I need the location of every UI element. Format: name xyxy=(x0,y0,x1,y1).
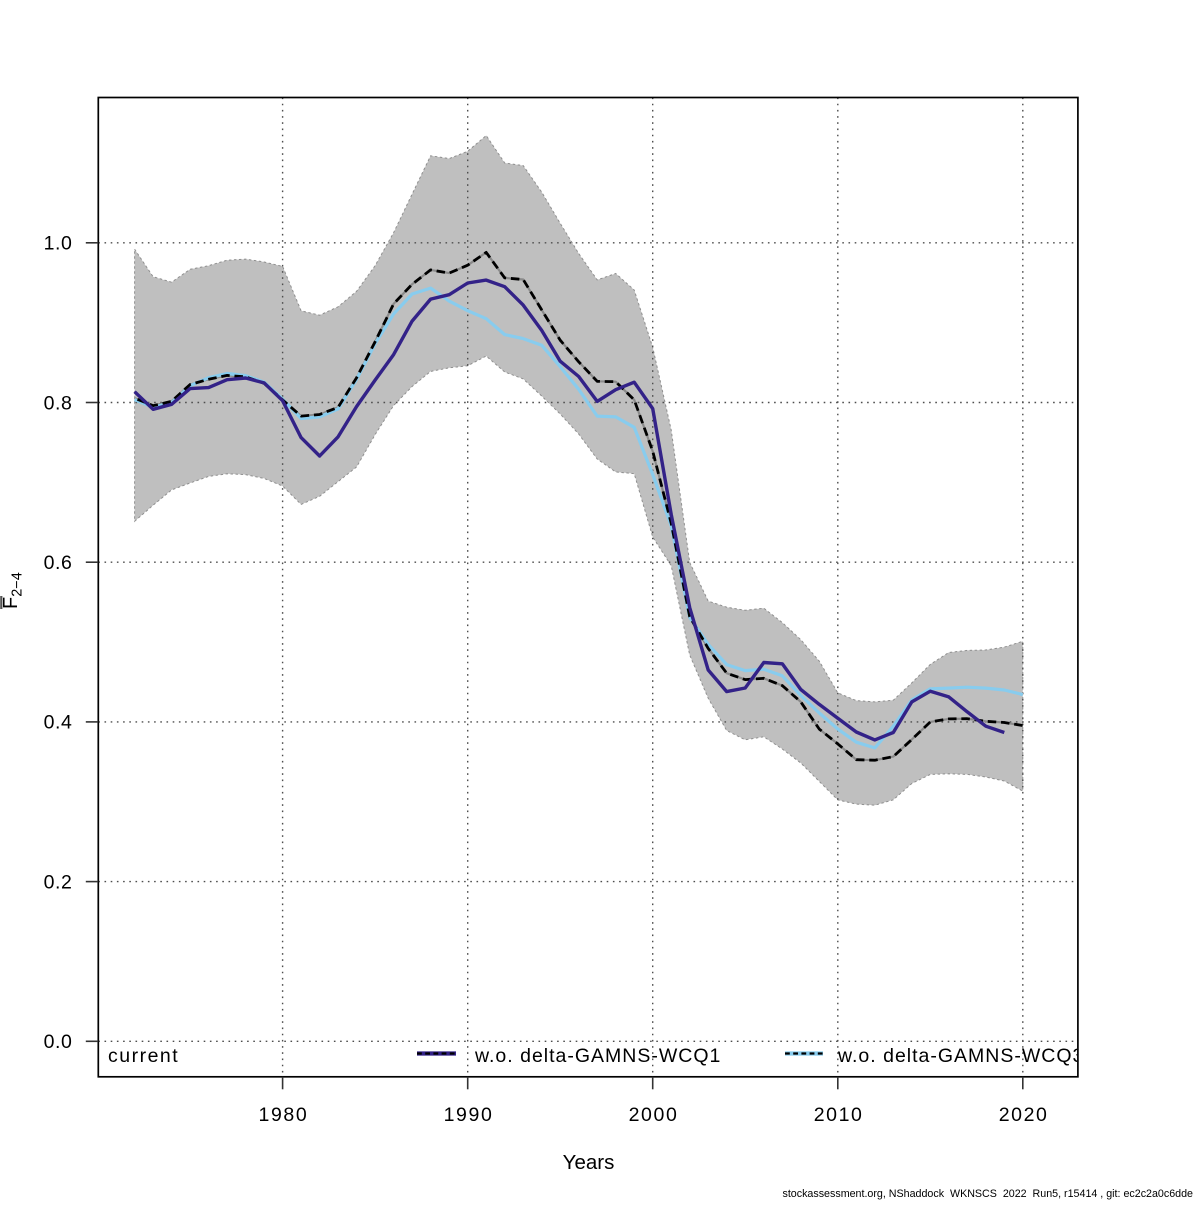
svg-text:2010: 2010 xyxy=(814,1104,864,1126)
svg-text:0.6: 0.6 xyxy=(44,552,73,574)
svg-text:Years: Years xyxy=(563,1151,615,1174)
svg-text:0.8: 0.8 xyxy=(44,392,73,414)
svg-text:1.0: 1.0 xyxy=(44,233,73,255)
svg-text:stockassessment.org, NShaddock: stockassessment.org, NShaddock WKNSCS 20… xyxy=(782,1188,1193,1200)
svg-text:current: current xyxy=(108,1045,179,1067)
svg-text:0.2: 0.2 xyxy=(44,871,73,893)
svg-text:w.o. delta-GAMNS-WCQ3: w.o. delta-GAMNS-WCQ3 xyxy=(837,1045,1084,1067)
svg-text:0.0: 0.0 xyxy=(44,1031,73,1053)
svg-text:1990: 1990 xyxy=(444,1104,494,1126)
svg-text:0.4: 0.4 xyxy=(44,712,73,734)
svg-text:2000: 2000 xyxy=(629,1104,679,1126)
svg-text:2020: 2020 xyxy=(999,1104,1049,1126)
svg-text:1980: 1980 xyxy=(259,1104,309,1126)
svg-text:w.o. delta-GAMNS-WCQ1: w.o. delta-GAMNS-WCQ1 xyxy=(474,1045,721,1067)
